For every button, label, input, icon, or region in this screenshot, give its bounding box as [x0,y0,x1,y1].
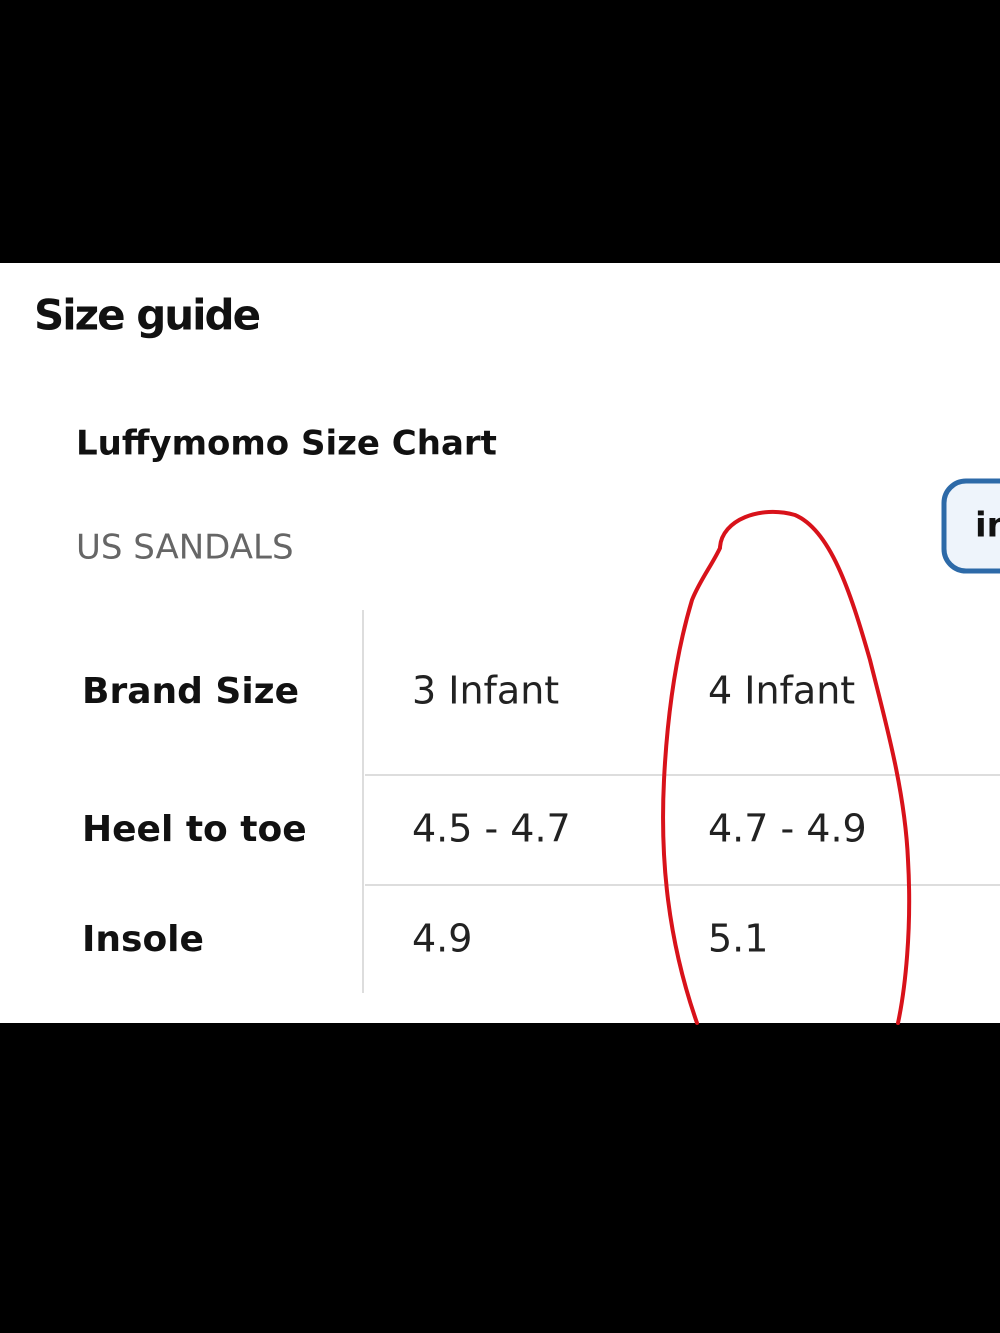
table-cell: 4.7 - 4.9 [708,807,867,851]
row-header: Heel to toe [82,809,307,850]
title: Size guide [34,291,260,340]
table-cell: 5.1 [708,917,768,961]
panel [0,263,1000,1023]
size-table: Brand Size 3 Infant 4 Infant Heel to toe 4.5… [82,669,867,961]
row-header: Brand Size [82,671,299,712]
highlight-loop [661,509,912,1025]
table-cell: 3 Infant [412,669,559,713]
unit-button[interactable] [941,478,1000,574]
section-label: US SANDALS [76,528,294,568]
row-header: Insole [82,919,204,960]
table-cell: 4.5 - 4.7 [412,807,571,851]
unit-button-label[interactable]: in [975,506,1000,546]
table-cell: 4.9 [412,917,472,961]
chart-title: Luffymomo Size Chart [76,424,497,464]
table-cell: 4 Infant [708,669,855,713]
